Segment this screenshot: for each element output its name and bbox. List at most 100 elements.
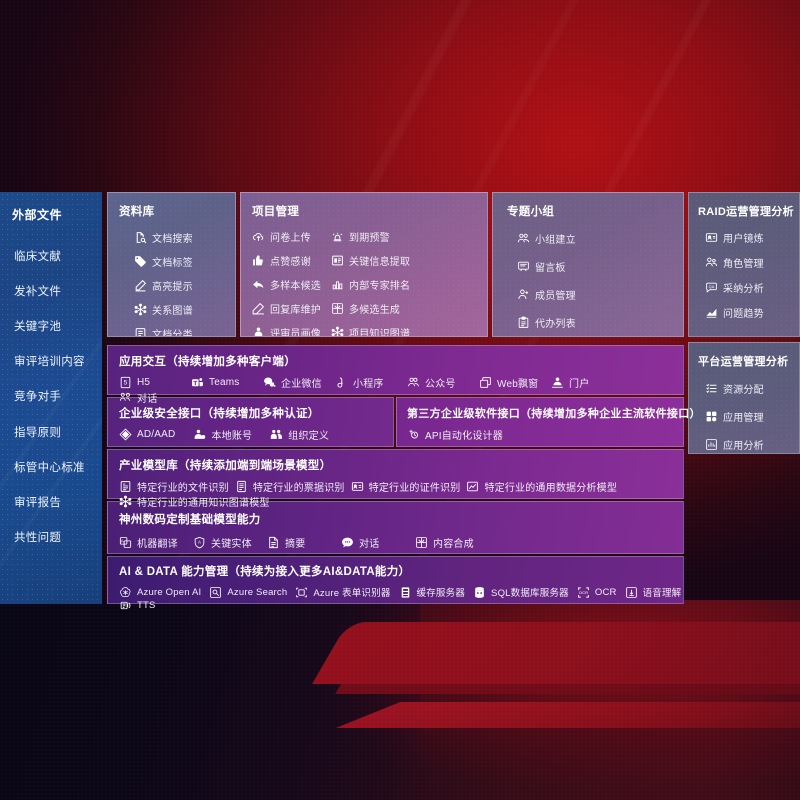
item-app-management[interactable]: 应用管理	[705, 409, 799, 424]
item-app-analysis[interactable]: 应用分析	[705, 437, 799, 452]
item-dialog[interactable]: 对话	[119, 390, 191, 405]
item-file-recognition[interactable]: 特定行业的文件识别	[119, 479, 229, 494]
item-label: 成员管理	[535, 291, 576, 302]
sidebar-item-common-issues[interactable]: 共性问题	[14, 532, 62, 545]
sidebar-item-standards-center[interactable]: 标管中心标准	[14, 461, 85, 474]
item-reply-library-maintain[interactable]: 回复库维护	[252, 301, 331, 316]
item-cache-server[interactable]: 缓存服务器	[399, 585, 466, 599]
item-resource-allocation[interactable]: 资源分配	[705, 381, 799, 396]
thumbs-up-icon	[252, 254, 265, 267]
sidebar-item-competitors[interactable]: 竞争对手	[14, 391, 62, 404]
azure-search-icon	[209, 586, 222, 599]
sidebar-item-clinical-literature[interactable]: 临床文献	[14, 250, 62, 263]
row-title-thirdparty-api: 第三方企业级软件接口（持续增加多种企业主流软件接口）	[407, 408, 701, 420]
teams-icon	[191, 376, 204, 389]
item-official-account[interactable]: 公众号	[407, 375, 479, 390]
sidebar-item-keyword-pool[interactable]: 关键字池	[14, 320, 62, 333]
item-doc-tag[interactable]: 文档标签	[134, 254, 235, 269]
sidebar-item-supplement-docs[interactable]: 发补文件	[14, 285, 62, 298]
list-allocate-icon	[705, 382, 718, 395]
item-label: 高亮提示	[152, 282, 193, 293]
highlight-pen-icon	[134, 279, 147, 292]
user-card-icon	[705, 231, 718, 244]
panel-item-list: 小组建立 留言板 成员管理 代办列表 资料管理 事项提醒	[493, 219, 683, 336]
web-window-icon	[479, 376, 492, 389]
item-label: 文档搜索	[152, 234, 193, 245]
item-key-info-extract[interactable]: 关键信息提取	[331, 253, 410, 268]
item-doc-category[interactable]: 文档分类	[134, 326, 235, 337]
item-reviewer-portrait[interactable]: 评审员画像	[252, 325, 331, 336]
cache-server-icon	[399, 586, 412, 599]
item-portal[interactable]: 门户	[551, 375, 623, 390]
item-receipt-recognition[interactable]: 特定行业的票据识别	[235, 479, 345, 494]
row-digital-china-base-model: 神州数码定制基础模型能力 A 机器翻译 A 关键实体 摘要 对话 内容合成	[107, 501, 684, 554]
multi-generate-icon	[331, 302, 344, 315]
item-teams[interactable]: Teams	[191, 375, 263, 390]
item-machine-translation[interactable]: A 机器翻译	[119, 535, 193, 550]
group-add-icon	[517, 232, 530, 245]
item-azure-open-ai[interactable]: Azure Open AI	[119, 585, 201, 599]
item-label: 机器翻译	[137, 539, 178, 550]
item-todo-list[interactable]: 代办列表	[517, 315, 601, 330]
item-miniprogram[interactable]: 小程序	[335, 375, 407, 390]
item-group-create[interactable]: 小组建立	[517, 231, 601, 246]
sidebar-item-review-report[interactable]: 审评报告	[14, 496, 62, 509]
sidebar-item-review-training[interactable]: 审评培训内容	[14, 356, 85, 369]
item-wecom[interactable]: 企业微信	[263, 375, 335, 390]
item-label: 内部专家排名	[349, 281, 411, 292]
item-highlight-hint[interactable]: 高亮提示	[134, 278, 235, 293]
item-ad-aad[interactable]: AD/AAD	[119, 427, 175, 442]
sidebar-item-guidelines[interactable]: 指导原则	[14, 426, 62, 439]
item-azure-form-recognizer[interactable]: Azure 表单识别器	[295, 585, 390, 599]
item-content-synthesis[interactable]: 内容合成	[415, 535, 489, 550]
item-sql-db-server[interactable]: SQL数据库服务器	[473, 585, 569, 599]
item-relation-graph[interactable]: 关系图谱	[134, 302, 235, 317]
item-h5[interactable]: 5 H5	[119, 375, 191, 390]
item-questionnaire-upload[interactable]: 问卷上传	[252, 229, 331, 244]
extract-icon	[331, 254, 344, 267]
item-speech-understanding[interactable]: 语音理解	[625, 585, 682, 599]
item-azure-search[interactable]: Azure Search	[209, 585, 287, 599]
item-chat[interactable]: 对话	[341, 535, 415, 550]
ocr-icon: OCR	[577, 586, 590, 599]
person-portrait-icon	[252, 326, 265, 336]
item-user-profile[interactable]: 用户镜炼	[705, 230, 799, 245]
h5-icon: 5	[119, 376, 132, 389]
item-org-definition[interactable]: 组织定义	[270, 427, 329, 442]
item-ocr[interactable]: OCR OCR	[577, 585, 617, 599]
item-member-management[interactable]: 成员管理	[517, 287, 601, 302]
item-adoption-analysis[interactable]: QA 采纳分析	[705, 280, 799, 295]
item-doc-search[interactable]: 文档搜索	[134, 230, 235, 245]
item-label: 文档分类	[152, 330, 193, 337]
row-item-list: 特定行业的文件识别 特定行业的票据识别 特定行业的证件识别 特定行业的通用数据分…	[108, 473, 683, 509]
panel-project-management: 项目管理 问卷上传 到期预警 点赞感谢 关键信息提取 多样本候选	[240, 192, 488, 337]
tts-icon	[119, 599, 132, 612]
item-label: 代办列表	[535, 319, 576, 330]
item-web-popup[interactable]: Web飘窗	[479, 375, 551, 390]
item-api-auto-designer[interactable]: API自动化设计器	[407, 427, 503, 442]
item-like-thanks[interactable]: 点赞感谢	[252, 253, 331, 268]
item-message-board[interactable]: 留言板	[517, 259, 601, 274]
item-local-account[interactable]: 本地账号	[193, 427, 252, 442]
item-internal-expert-ranking[interactable]: 内部专家排名	[331, 277, 410, 292]
row-title-enterprise-security: 企业级安全接口（持续增加多种认证）	[119, 408, 320, 420]
item-label: 对话	[359, 539, 380, 550]
item-project-knowledge-graph[interactable]: 项目知识图谱	[331, 325, 410, 336]
item-general-data-analysis-model[interactable]: 特定行业的通用数据分析模型	[466, 479, 617, 494]
api-gear-icon	[407, 428, 420, 441]
item-label: 多样本候选	[270, 281, 321, 292]
item-multi-sample-candidates[interactable]: 多样本候选	[252, 277, 331, 292]
item-role-management[interactable]: 角色管理	[705, 255, 799, 270]
doc-search-icon	[134, 231, 147, 244]
item-expiry-alert[interactable]: 到期预警	[331, 229, 410, 244]
item-key-entity[interactable]: A 关键实体	[193, 535, 267, 550]
item-summary[interactable]: 摘要	[267, 535, 341, 550]
item-multi-candidate-generate[interactable]: 多候选生成	[331, 301, 410, 316]
item-label: 企业微信	[281, 379, 322, 390]
item-id-recognition[interactable]: 特定行业的证件识别	[351, 479, 461, 494]
svg-text:OCR: OCR	[579, 590, 588, 595]
item-general-knowledge-graph-model[interactable]: 特定行业的通用知识图谱模型	[119, 494, 270, 509]
item-tts[interactable]: TTS	[119, 599, 156, 612]
item-label: 本地账号	[211, 431, 253, 442]
item-issue-trend[interactable]: 问题趋势	[705, 305, 799, 320]
